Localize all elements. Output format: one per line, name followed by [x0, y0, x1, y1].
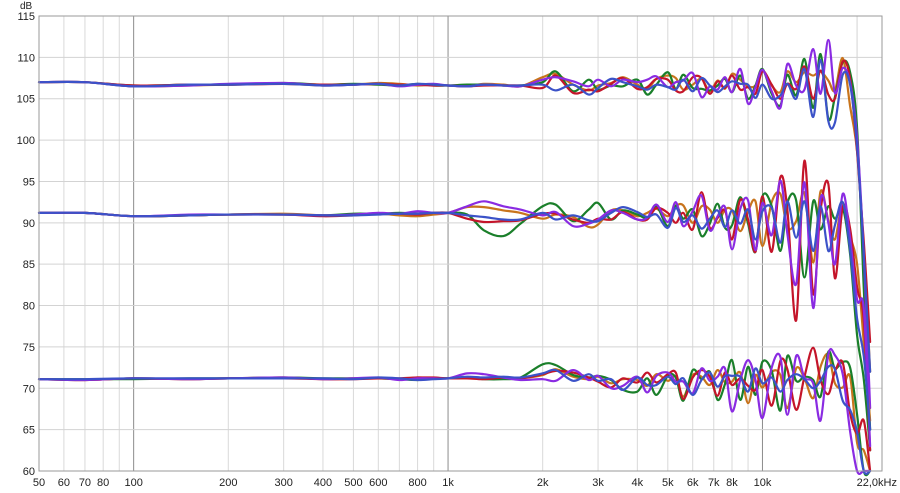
series-line-5 [37, 58, 872, 373]
x-tick-labels: 50 60 70 80 100 200 300 400 500 600 800 1k 2k 3k 4k 5k 6… [33, 477, 897, 489]
y-tick-label-80: 80 [23, 301, 35, 313]
y-tick-label-90: 90 [23, 218, 35, 230]
x-tick-label-300: 300 [274, 477, 292, 489]
x-tick-label-200: 200 [219, 477, 237, 489]
x-tick-label-70: 70 [79, 477, 91, 489]
y-tick-label-65: 65 [23, 425, 35, 437]
x-tick-label-2k: 2k [537, 477, 549, 489]
x-tick-label-4k: 4k [632, 477, 644, 489]
y-tick-label-100: 100 [17, 135, 35, 147]
x-tick-label-5k: 5k [662, 477, 674, 489]
x-tick-label-50: 50 [33, 477, 45, 489]
x-tick-label-80: 80 [97, 477, 109, 489]
series-line-15 [37, 364, 872, 475]
series-line-14 [37, 347, 872, 475]
y-tick-label-60: 60 [23, 466, 35, 478]
x-tick-label-7k: 7k [708, 477, 720, 489]
y-unit-label: dB [20, 1, 33, 12]
x-tick-label-6k: 6k [687, 477, 699, 489]
y-tick-labels: 60 65 70 75 80 85 90 95 100 105 110 115 [17, 11, 35, 478]
y-tick-label-110: 110 [17, 52, 35, 64]
plot-frame [38, 15, 883, 472]
y-tick-label-85: 85 [23, 259, 35, 271]
x-tick-label-3k: 3k [592, 477, 604, 489]
x-tick-label-100: 100 [124, 477, 142, 489]
x-tick-label-60: 60 [58, 477, 70, 489]
x-tick-label-1k: 1k [442, 477, 454, 489]
y-tick-label-70: 70 [23, 383, 35, 395]
y-tick-label-115: 115 [17, 11, 35, 23]
y-tick-label-75: 75 [23, 342, 35, 354]
x-tick-label-8k: 8k [726, 477, 738, 489]
x-tick-label-800: 800 [408, 477, 426, 489]
y-tick-label-105: 105 [17, 94, 35, 106]
x-tick-label-22-0khz: 22,0kHz [857, 477, 897, 489]
x-tick-label-500: 500 [344, 477, 362, 489]
x-tick-label-10k: 10k [754, 477, 772, 489]
y-tick-label-95: 95 [23, 176, 35, 188]
series-layer [37, 38, 872, 477]
x-tick-label-600: 600 [369, 477, 387, 489]
x-tick-label-400: 400 [314, 477, 332, 489]
series-line-10 [37, 200, 872, 431]
